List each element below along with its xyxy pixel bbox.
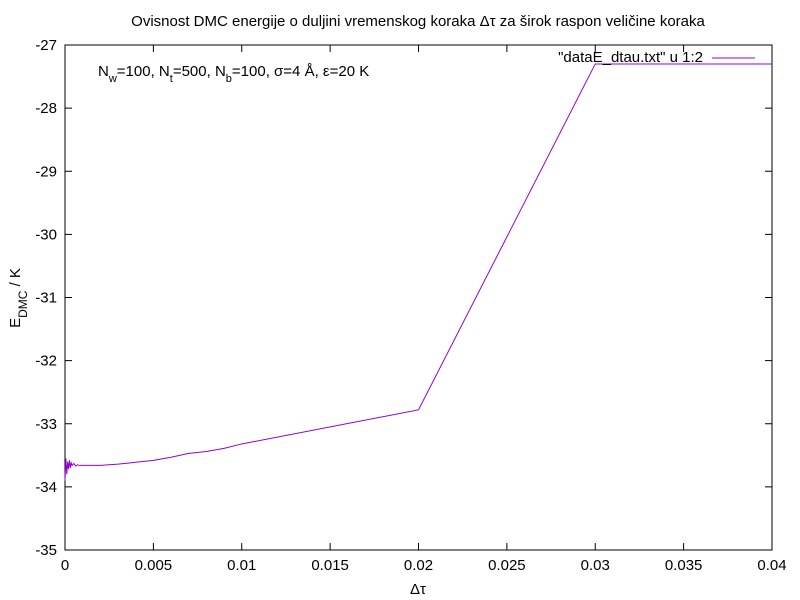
annotation-subscript: b (226, 73, 232, 85)
annotation-subscript: t (170, 73, 173, 85)
plot-frame (64, 44, 773, 551)
y-tick-label: -34 (35, 479, 57, 496)
series-layer (64, 63, 772, 481)
parameters-annotation: Nw=100, Nt=500, Nb=100, σ=4 Å, ε=20 K (98, 63, 369, 85)
x-tick-label: 0.02 (404, 557, 433, 574)
x-axis: 0 0.005 0.01 0.015 0.02 0.025 0.03 0.035 0.04 (61, 45, 787, 574)
x-tick-label: 0.04 (757, 557, 786, 574)
y-axis: -35 -34 -33 -32 -31 -30 -29 -28 -27 (35, 37, 772, 559)
x-tick-label: 0 (61, 557, 69, 574)
y-tick-label: -27 (35, 37, 57, 54)
legend-label: "dataE_dtau.txt" u 1:2 (558, 49, 703, 66)
annotation-subscript: w (108, 73, 117, 85)
x-tick-label: 0.015 (311, 557, 349, 574)
annotation-text: =100, N (117, 63, 170, 80)
y-tick-label: -30 (35, 226, 57, 243)
x-axis-label: Δτ (410, 581, 426, 598)
chart-title: Ovisnost DMC energije o duljini vremensk… (131, 13, 705, 30)
y-axis-label: EDMC / K (7, 268, 30, 328)
y-label-main: E (7, 318, 24, 328)
y-tick-label: -31 (35, 290, 57, 307)
x-tick-label: 0.025 (488, 557, 526, 574)
annotation-text: N (98, 63, 109, 80)
y-tick-label: -35 (35, 542, 57, 559)
x-tick-label: 0.035 (665, 557, 703, 574)
x-tick-label: 0.01 (227, 557, 256, 574)
x-tick-label: 0.005 (135, 557, 173, 574)
legend: "dataE_dtau.txt" u 1:2 (558, 49, 755, 66)
series-line (64, 63, 772, 481)
y-tick-label: -32 (35, 353, 57, 370)
x-tick-label: 0.03 (581, 557, 610, 574)
y-tick-label: -29 (35, 163, 57, 180)
y-label-subscript: DMC (16, 290, 30, 318)
y-tick-label: -33 (35, 416, 57, 433)
annotation-text: =100, σ=4 Å, ε=20 K (232, 63, 369, 80)
annotation-text: =500, N (173, 63, 226, 80)
y-tick-label: -28 (35, 100, 57, 117)
y-label-unit: / K (7, 268, 24, 291)
